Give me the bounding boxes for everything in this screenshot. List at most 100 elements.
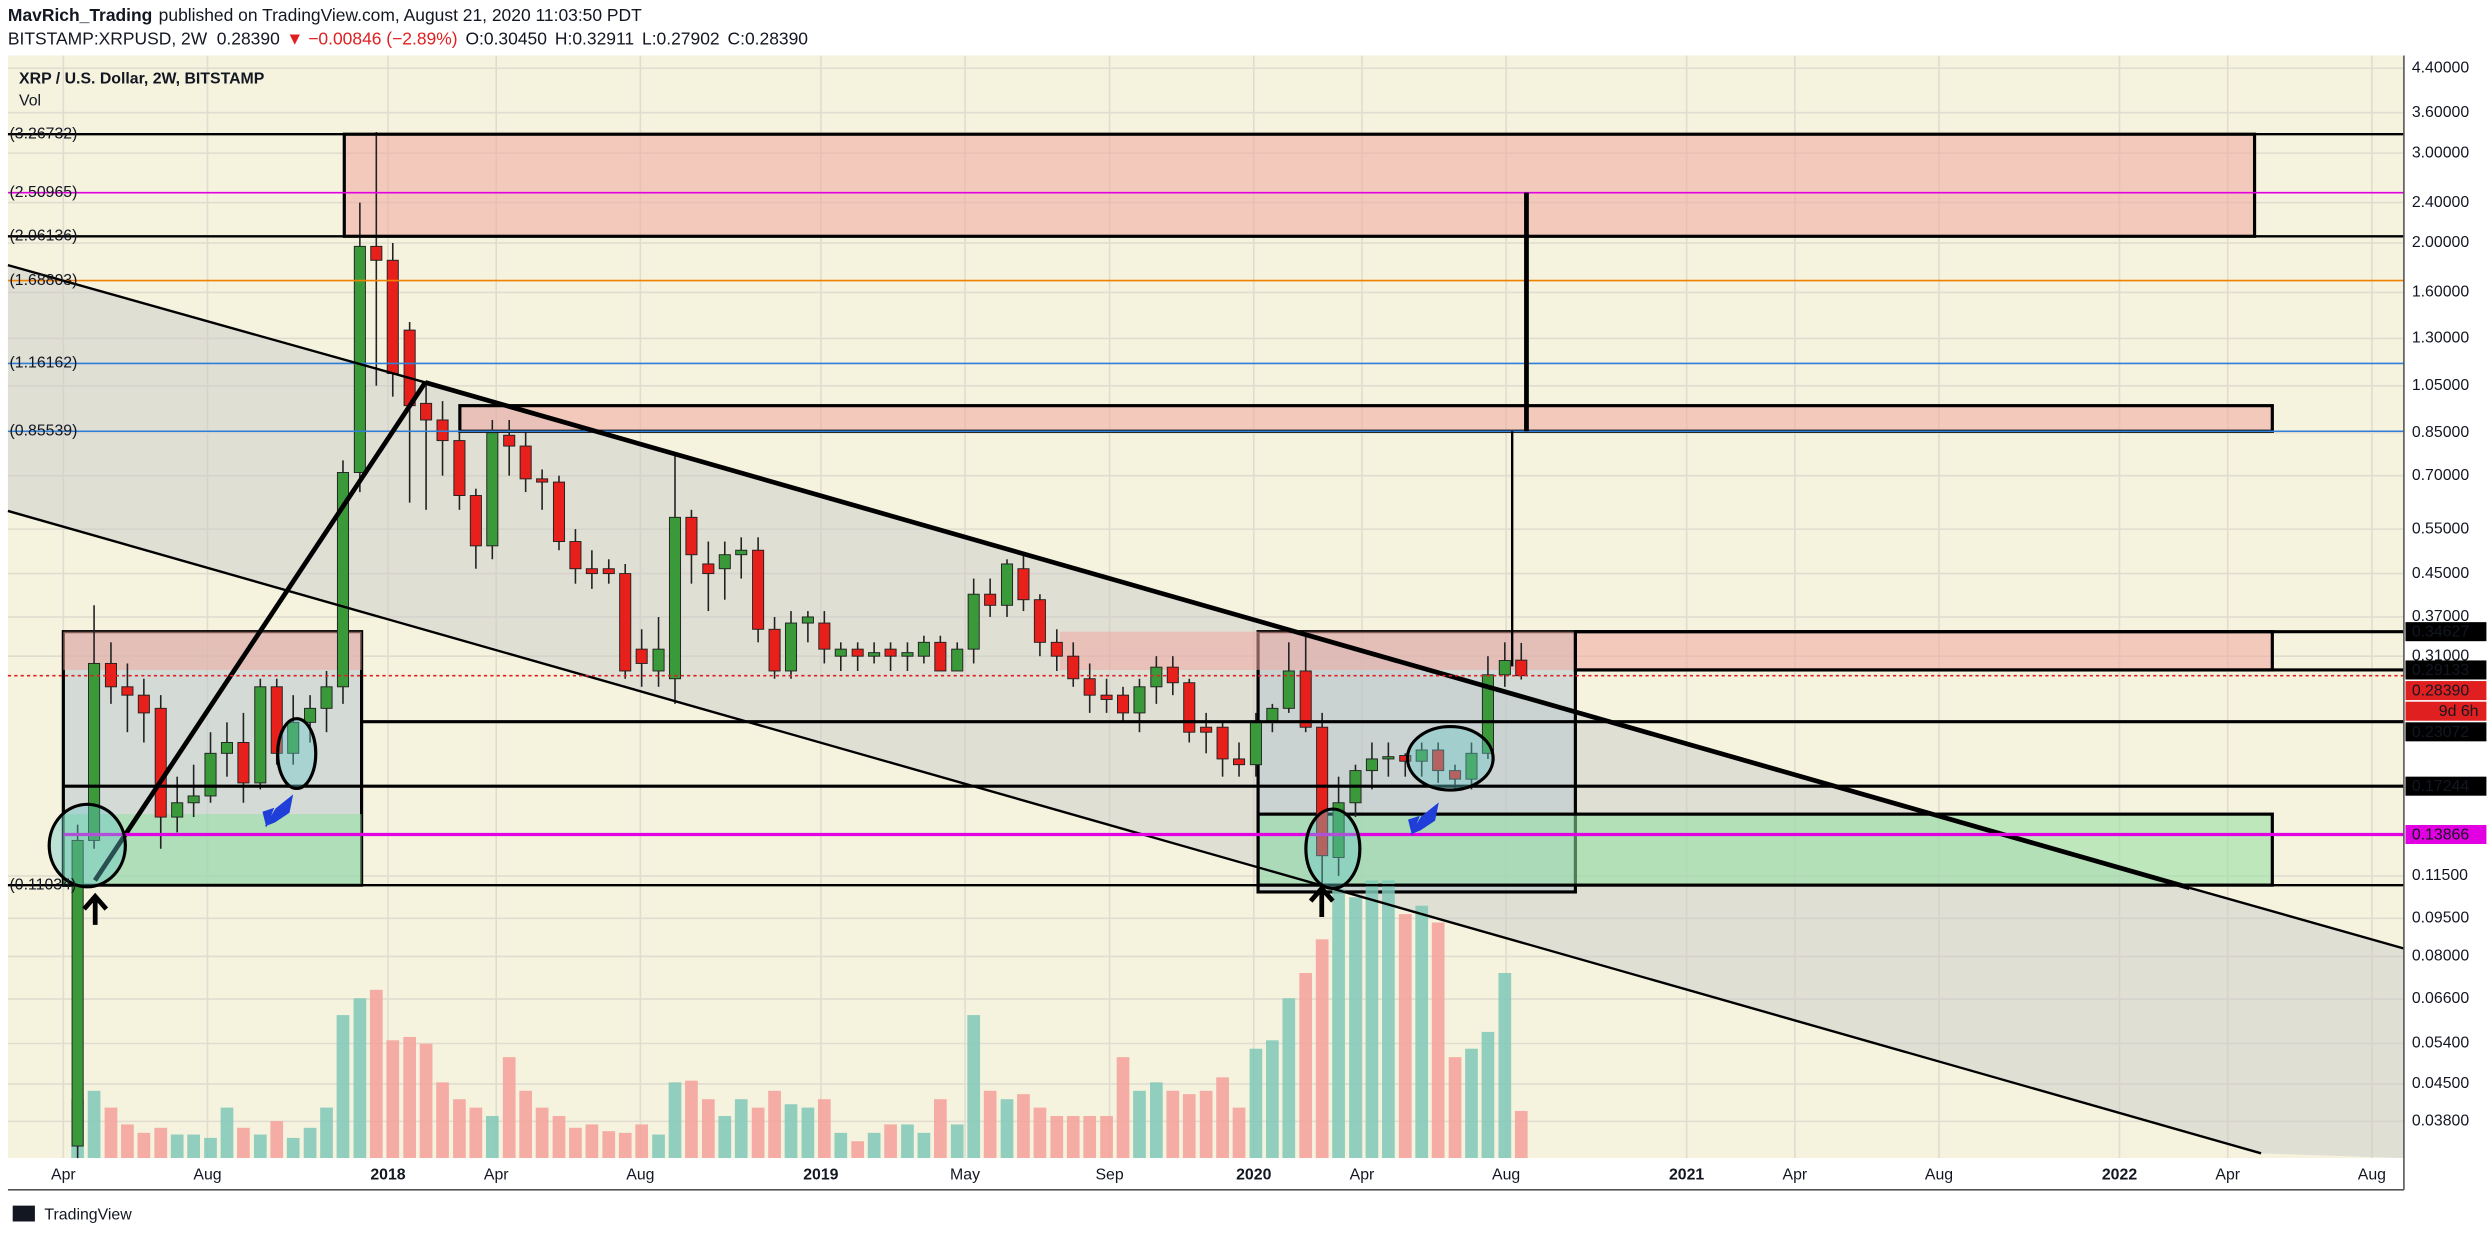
volume-bar (87, 1090, 101, 1159)
volume-bar (419, 1043, 433, 1159)
volume-bar (237, 1127, 250, 1159)
volume-bar (701, 1099, 715, 1159)
volume-bar (320, 1107, 333, 1159)
volume-bar (635, 1124, 649, 1159)
volume-bar (851, 1141, 865, 1159)
candle-body (1365, 758, 1378, 772)
change: ▼ −0.00846 (−2.89%) (286, 28, 457, 48)
circle-marker (276, 717, 318, 791)
price-zone (458, 404, 2274, 433)
low: L:0.27902 (642, 28, 720, 48)
candle-body (1415, 749, 1428, 762)
volume-bar (1465, 1048, 1478, 1159)
candle-body (1100, 694, 1113, 700)
price-label-box (2405, 681, 2487, 701)
candle-body (1083, 678, 1096, 696)
volume-bar (519, 1090, 533, 1159)
y-tick-label: 1.05000 (2412, 377, 2470, 394)
volume-bar (552, 1116, 566, 1159)
candle-body (486, 432, 499, 547)
candle-body (121, 686, 134, 696)
volume-bar (1000, 1099, 1014, 1159)
candle-body (1316, 726, 1329, 857)
footer: TradingView (44, 1206, 132, 1223)
y-tick-label: 3.00000 (2412, 144, 2470, 161)
symbol: BITSTAMP:XRPUSD, 2W (8, 28, 208, 48)
volume-bar (369, 989, 383, 1159)
candle-body (1282, 670, 1295, 709)
y-tick-label: 0.08000 (2412, 948, 2470, 965)
level-label: (0.85539) (10, 422, 78, 439)
volume-bar (1266, 1040, 1279, 1159)
circle-marker (47, 802, 127, 889)
volume-bar (983, 1090, 997, 1159)
volume-legend: Vol (19, 93, 41, 110)
candle-body (917, 641, 930, 657)
volume-bar (1349, 897, 1362, 1159)
volume-bar (801, 1107, 815, 1159)
candle-body (469, 495, 482, 547)
candle-body (1332, 802, 1345, 858)
x-tick-label: Apr (484, 1167, 509, 1184)
price-label: 0.29133 (2412, 662, 2470, 679)
volume-bar (751, 1107, 765, 1159)
volume-bar (270, 1121, 284, 1159)
volume-bar (1382, 880, 1395, 1159)
candle-body (1216, 726, 1229, 760)
price-zone (1573, 630, 2274, 672)
y-tick-label: 0.05400 (2412, 1035, 2470, 1052)
candle-body (1465, 752, 1478, 780)
x-tick-label: Aug (193, 1167, 221, 1184)
volume-bar (220, 1107, 234, 1159)
x-tick-label: Aug (1492, 1167, 1520, 1184)
volume-bar (336, 1015, 350, 1159)
candle-body (702, 563, 715, 575)
volume-bar (1448, 1057, 1462, 1159)
volume-bar (734, 1099, 748, 1159)
candle-body (1017, 568, 1030, 601)
volume-bar (1083, 1116, 1097, 1159)
y-tick-label: 0.55000 (2412, 520, 2470, 537)
volume-bar (154, 1127, 168, 1159)
x-tick-label: Apr (1350, 1167, 1375, 1184)
x-tick-label: 2020 (1236, 1167, 1271, 1184)
candle-body (1116, 694, 1130, 714)
candle-body (834, 648, 847, 657)
volume-bar (1017, 1094, 1030, 1159)
candle-body (585, 568, 598, 575)
trendline (92, 381, 428, 882)
candle-body (220, 742, 233, 754)
candle-body (436, 419, 449, 442)
level-label: (1.68803) (10, 272, 78, 289)
candle-body (519, 445, 532, 480)
candle-body (901, 652, 914, 657)
candle-body (718, 554, 731, 570)
volume-bar (535, 1107, 549, 1159)
candle-body (1249, 721, 1262, 766)
candle-body (88, 662, 101, 841)
x-tick-label: Sep (1095, 1167, 1123, 1184)
y-tick-label: 0.11500 (2412, 867, 2468, 884)
open: O:0.30450 (465, 28, 547, 48)
x-tick-label: Aug (626, 1167, 654, 1184)
last-price: 0.28390 (217, 28, 280, 48)
volume-bar (204, 1137, 217, 1159)
candle-body (735, 549, 748, 556)
x-tick-label: 2022 (2102, 1167, 2137, 1184)
countdown-box (2405, 701, 2487, 721)
candle-body (237, 742, 250, 784)
arrow-up (82, 892, 109, 925)
volume-bars (71, 880, 1528, 1159)
y-tick-label: 0.70000 (2412, 467, 2470, 484)
volume-bar (834, 1132, 848, 1159)
candle-body (1050, 641, 1063, 657)
candle-body (336, 472, 350, 688)
candle-body (1067, 655, 1080, 680)
candle-body (1150, 666, 1163, 688)
volume-bar (1166, 1090, 1180, 1159)
volume-bar (784, 1104, 798, 1159)
volume-bar (303, 1127, 317, 1159)
y-tick-label: 1.60000 (2412, 284, 2470, 301)
candle-body (1200, 726, 1213, 733)
volume-bar (386, 1040, 400, 1159)
